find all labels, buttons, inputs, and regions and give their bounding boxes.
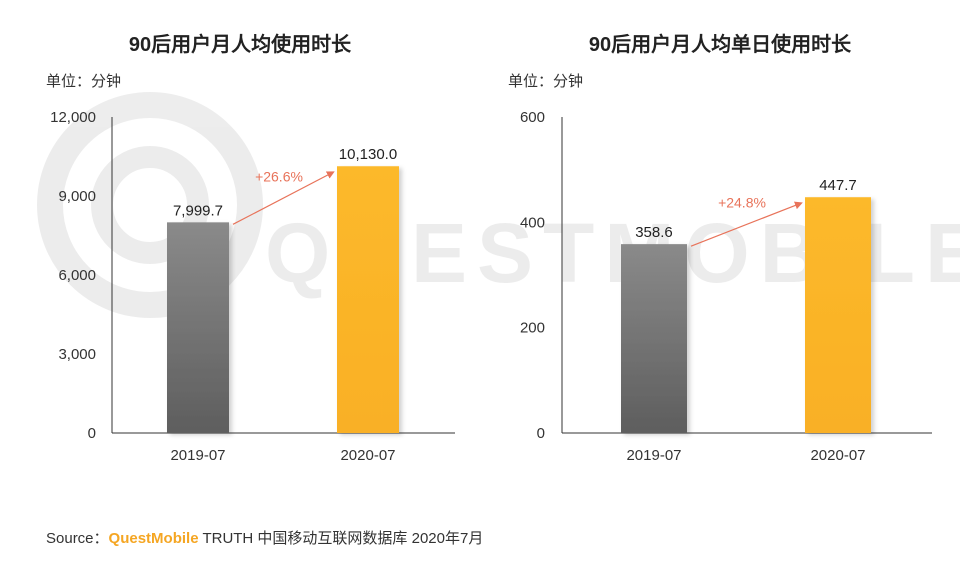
chart-right: 90后用户月人均单日使用时长 单位：分钟 0 200 400 600 358.6 201… bbox=[508, 32, 932, 464]
left-y-tick-label: 3,000 bbox=[58, 346, 96, 363]
left-value-label: 10,130.0 bbox=[339, 146, 397, 163]
right-x-tick-label: 2019-07 bbox=[626, 447, 681, 464]
source-rest: TRUTH 中国移动互联网数据库 2020年7月 bbox=[198, 530, 484, 547]
source-brand: QuestMobile bbox=[108, 530, 199, 547]
left-y-tick-label: 9,000 bbox=[58, 188, 96, 205]
right-chart-title: 90后用户月人均单日使用时长 bbox=[589, 32, 852, 56]
watermark-ring bbox=[37, 92, 263, 318]
right-y-tick-label: 600 bbox=[520, 109, 545, 126]
left-value-label: 7,999.7 bbox=[173, 202, 223, 219]
right-x-tick-label: 2020-07 bbox=[810, 447, 865, 464]
right-value-label: 358.6 bbox=[635, 224, 673, 241]
left-x-tick-label: 2020-07 bbox=[340, 447, 395, 464]
source-footer: Source：QuestMobile TRUTH 中国移动互联网数据库 2020… bbox=[46, 527, 483, 548]
right-growth-label: +24.8% bbox=[718, 195, 766, 211]
right-bars: 358.6 2019-07 447.7 2020-07 +24.8% bbox=[621, 177, 871, 464]
left-bar-2019-07 bbox=[167, 222, 229, 433]
right-bar-2020-07 bbox=[805, 197, 871, 433]
left-unit-label: 单位：分钟 bbox=[46, 73, 121, 90]
left-y-tick-label: 0 bbox=[88, 425, 96, 442]
right-y-tick-label: 0 bbox=[537, 425, 545, 442]
right-unit-label: 单位：分钟 bbox=[508, 73, 583, 90]
left-axes: 0 3,000 6,000 9,000 12,000 bbox=[50, 109, 455, 442]
left-y-tick-label: 12,000 bbox=[50, 109, 96, 126]
left-growth-arrow bbox=[232, 171, 335, 225]
left-y-tick-label: 6,000 bbox=[58, 267, 96, 284]
left-growth-label: +26.6% bbox=[255, 168, 303, 184]
chart-left: 90后用户月人均使用时长 单位：分钟 0 3,000 6,000 9,000 12,00… bbox=[46, 32, 455, 464]
right-y-tick-label: 400 bbox=[520, 214, 545, 231]
watermark-ring-inner bbox=[91, 146, 209, 264]
right-growth-arrow bbox=[690, 201, 803, 247]
left-chart-title: 90后用户月人均使用时长 bbox=[129, 32, 352, 56]
left-bars: 7,999.7 2019-07 10,130.0 2020-07 +26.6% bbox=[167, 146, 399, 464]
left-bar-2020-07 bbox=[337, 166, 399, 433]
right-bar-2019-07 bbox=[621, 244, 687, 433]
left-x-tick-label: 2019-07 bbox=[170, 447, 225, 464]
source-prefix: Source： bbox=[46, 530, 109, 547]
right-y-tick-label: 200 bbox=[520, 320, 545, 337]
right-value-label: 447.7 bbox=[819, 177, 857, 194]
